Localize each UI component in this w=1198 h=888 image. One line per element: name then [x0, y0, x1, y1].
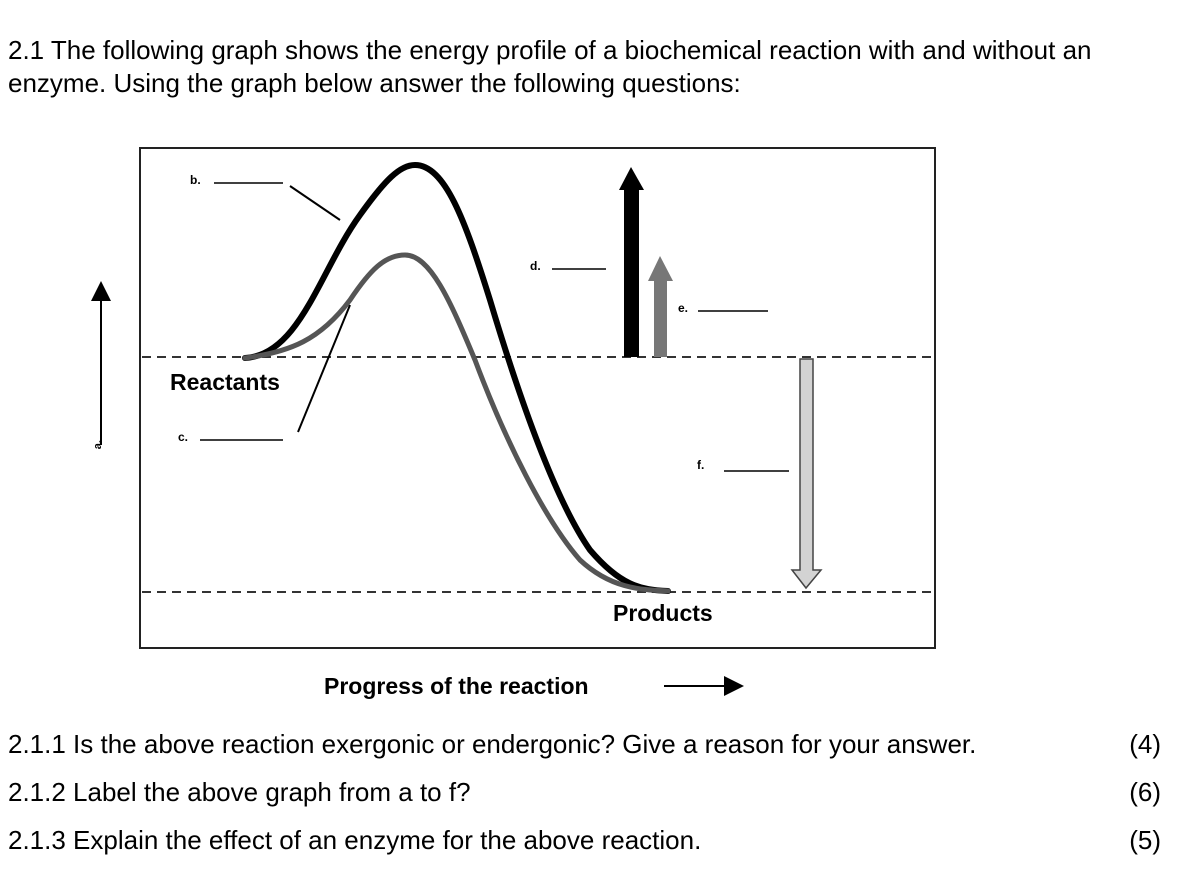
- label-a: a.: [92, 440, 104, 449]
- label-b: b.: [190, 173, 201, 187]
- question-text: 2.1.3 Explain the effect of an enzyme fo…: [8, 825, 702, 855]
- uncatalysed-curve: [242, 161, 671, 594]
- label-c-pointer: [297, 304, 351, 433]
- question-marks: (6): [1129, 777, 1161, 807]
- activation-energy-arrow-shaft: [624, 186, 639, 357]
- products-label: Products: [613, 600, 713, 626]
- question-text: 2.1.2 Label the above graph from a to f?: [8, 777, 471, 807]
- label-f: f.: [697, 458, 704, 472]
- enzyme-activation-arrow-shaft: [654, 278, 667, 357]
- enzyme-curve: [242, 252, 671, 594]
- label-e: e.: [678, 301, 688, 315]
- activation-energy-arrow-head: [619, 167, 644, 190]
- question-text: 2.1.1 Is the above reaction exergonic or…: [8, 729, 977, 759]
- reactants-label: Reactants: [170, 369, 280, 395]
- label-c: c.: [178, 430, 188, 444]
- enzyme-activation-arrow-head: [648, 256, 673, 281]
- energy-change-arrow: [790, 358, 823, 590]
- label-b-pointer: [289, 185, 341, 221]
- question-marks: (5): [1129, 825, 1161, 855]
- question-marks: (4): [1129, 729, 1161, 759]
- label-d: d.: [530, 259, 541, 273]
- x-axis-label: Progress of the reaction: [324, 673, 589, 699]
- graph-frame: [139, 147, 936, 649]
- intro-text: 2.1 The following graph shows the energy…: [8, 35, 1092, 98]
